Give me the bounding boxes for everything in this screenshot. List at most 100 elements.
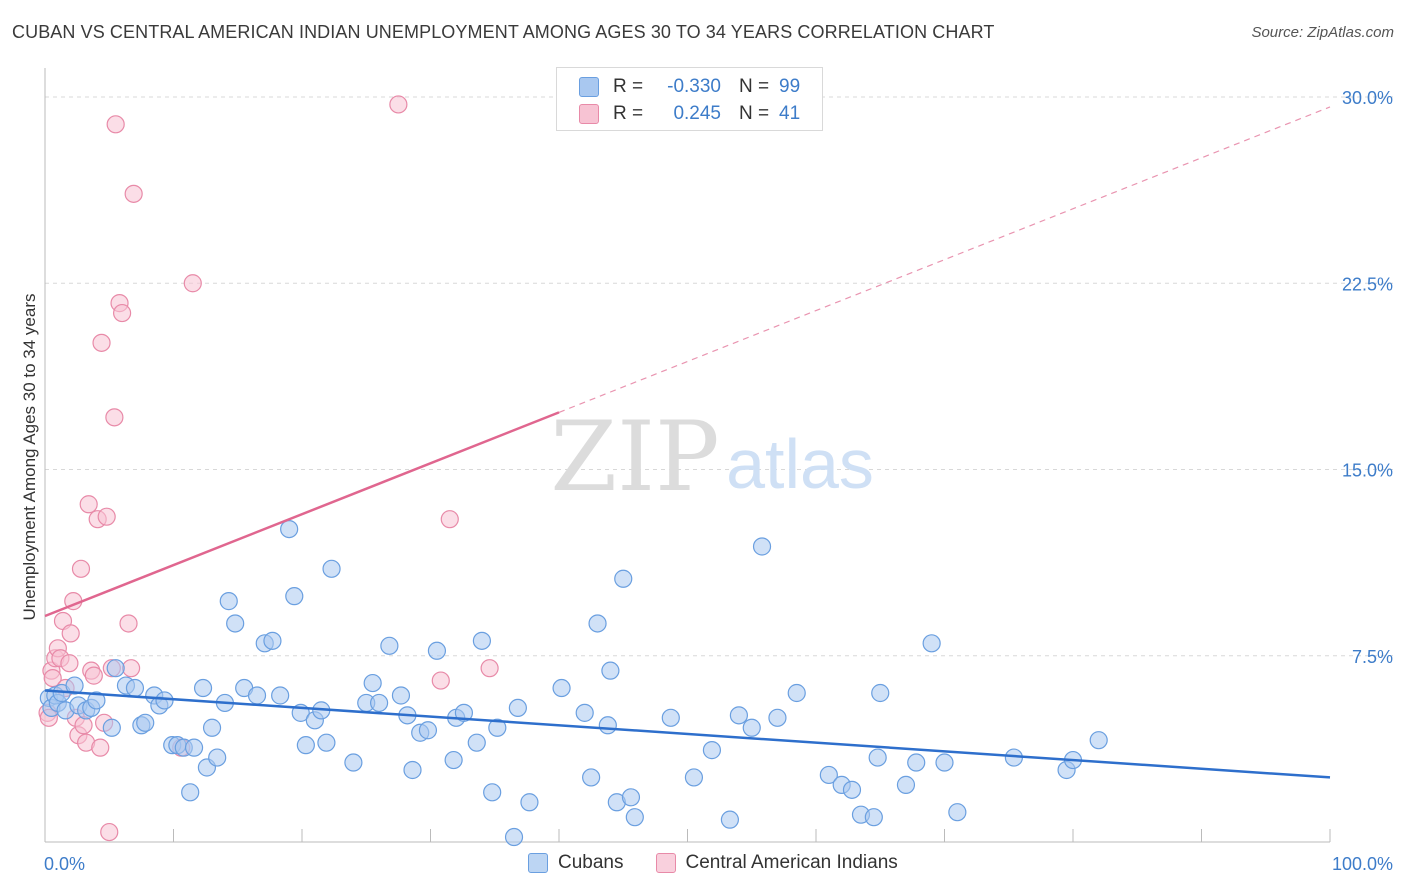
cubans-point — [720, 810, 740, 829]
tick-labels: 7.5% 15.0% 22.5% 30.0% 0.0% 100.0% — [44, 88, 1393, 874]
cubans-point — [621, 788, 641, 807]
legend-swatch-cubans — [528, 853, 548, 873]
cubans-point — [427, 641, 447, 660]
cubans-point — [65, 676, 84, 695]
cubans-point — [296, 736, 315, 755]
cubans-point — [136, 713, 155, 732]
central-american-indians-point — [43, 668, 62, 688]
watermark-atlas: atlas — [726, 425, 874, 503]
swatch-central-american-indians — [579, 104, 599, 124]
cubans-point — [582, 768, 601, 787]
x-tick-label-min: 0.0% — [44, 854, 85, 874]
y-tick-label: 30.0% — [1342, 88, 1393, 108]
cubans-point — [819, 765, 838, 785]
central-american-indians-point — [106, 115, 125, 134]
cubans-point — [729, 706, 749, 725]
central-american-indians-point — [100, 822, 119, 842]
r-label: R = — [613, 76, 644, 97]
cubans-point — [922, 634, 941, 653]
cubans-point — [588, 614, 607, 633]
stats-legend: R = -0.330 N = 99 R = 0.245 N = 41 — [556, 67, 823, 131]
watermark-zip: ZIP — [550, 401, 719, 513]
cubans-point — [208, 748, 227, 767]
cubans-point — [418, 721, 438, 740]
grid — [45, 96, 1395, 657]
cubans-point — [403, 760, 422, 780]
n-value: 99 — [779, 76, 801, 97]
swatch-cubans — [579, 77, 599, 97]
cubans-point — [907, 753, 926, 772]
cubans-point — [317, 733, 336, 752]
source-credit: Source: ZipAtlas.com — [1251, 24, 1394, 41]
cubans-point — [508, 698, 527, 718]
cubans-point — [742, 718, 761, 737]
central-american-indians-point — [92, 333, 111, 352]
cubans-point — [391, 686, 411, 705]
central-american-indians-point — [91, 738, 110, 757]
central-american-indians-point — [121, 659, 141, 678]
cubans-point — [472, 631, 491, 650]
cubans-point — [598, 716, 617, 735]
cubans-point — [454, 703, 474, 722]
watermark: ZIP atlas — [550, 401, 874, 513]
central-american-indians-trend-line — [44, 411, 560, 618]
cubans-point — [520, 793, 539, 812]
central-american-indians-point — [112, 303, 132, 323]
cubans-point — [842, 780, 862, 799]
cubans-point — [684, 768, 704, 787]
central-american-indians-point — [97, 507, 116, 526]
cubans-point — [488, 718, 507, 737]
central-american-indians-point — [60, 654, 79, 673]
cubans-point — [768, 708, 787, 727]
cubans-point — [1089, 731, 1108, 750]
central-american-indians-point — [84, 666, 103, 685]
legend-label-cubans: Cubans — [558, 852, 624, 873]
cubans-point — [752, 537, 772, 556]
legend-item-cubans[interactable]: Cubans — [528, 852, 624, 874]
cubans-point — [226, 614, 245, 633]
cubans-point — [614, 569, 633, 588]
cubans-point — [181, 783, 200, 802]
cubans-point — [871, 683, 890, 703]
cubans-point — [155, 691, 174, 710]
cubans-point — [184, 738, 204, 757]
central-american-indians-point — [389, 95, 408, 114]
cubans-point — [896, 775, 916, 794]
series-legend: Cubans Central American Indians — [528, 852, 930, 874]
y-tick-label: 22.5% — [1342, 274, 1393, 294]
central-american-indians-point — [183, 274, 202, 293]
cubans-point — [935, 753, 954, 772]
cubans-point — [363, 673, 382, 693]
x-tick-label-max: 100.0% — [1332, 854, 1393, 874]
stats-row-central-american-indians: R = 0.245 N = 41 — [579, 102, 800, 126]
cubans-point — [370, 693, 389, 713]
cubans-point — [504, 827, 524, 847]
cubans-point — [380, 636, 399, 655]
cubans-point — [322, 559, 341, 578]
central-american-indians-point — [124, 184, 143, 203]
cubans-point — [575, 703, 594, 722]
cubans-point — [702, 741, 722, 760]
y-tick-label: 7.5% — [1352, 647, 1393, 667]
central-american-indians-point — [480, 659, 499, 678]
cubans-point — [948, 803, 967, 822]
central-american-indians-point — [119, 614, 138, 633]
cubans-point — [193, 678, 213, 698]
cubans-point — [344, 753, 363, 772]
n-label: N = — [739, 103, 770, 124]
cubans-point — [552, 678, 571, 698]
cubans-trend-line — [44, 689, 1331, 779]
central-american-indians-point — [71, 559, 91, 578]
central-american-indians-point — [431, 671, 450, 690]
chart-title: CUBAN VS CENTRAL AMERICAN INDIAN UNEMPLO… — [12, 22, 995, 42]
cubans-point — [285, 587, 304, 606]
legend-item-central-american-indians[interactable]: Central American Indians — [655, 852, 898, 874]
cubans-point — [787, 683, 806, 703]
central-american-indians-point — [61, 624, 80, 643]
cubans-point — [601, 661, 620, 680]
r-value: -0.330 — [667, 76, 721, 97]
y-tick-label: 15.0% — [1342, 461, 1393, 481]
cubans-point — [661, 708, 680, 727]
cubans-point — [102, 718, 121, 737]
trend-lines — [44, 106, 1331, 779]
